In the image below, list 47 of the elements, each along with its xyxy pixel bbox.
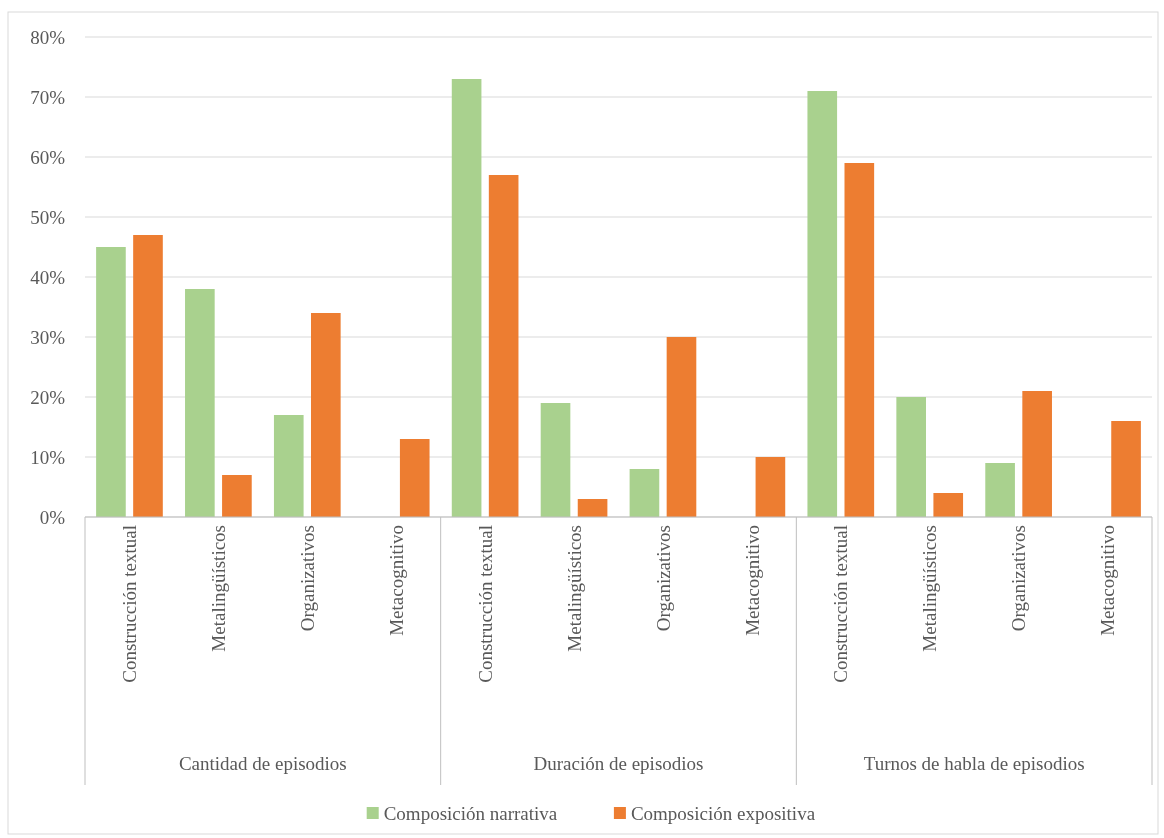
bar: [985, 463, 1015, 517]
x-tick-label: Metacognitivo: [1097, 525, 1119, 636]
bar: [755, 457, 786, 517]
x-tick-label: Metacognitivo: [741, 525, 763, 636]
x-tick-label: Organizativos: [296, 525, 318, 632]
x-tick-label: Metacognitivo: [385, 525, 407, 636]
bar: [540, 403, 571, 517]
y-tick-label: 50%: [30, 206, 66, 228]
bar: [807, 91, 838, 517]
x-tick-label: Metalingüísticos: [563, 525, 585, 652]
bar: [311, 313, 341, 517]
bar: [629, 469, 660, 517]
x-tick-label: Organizativos: [1008, 525, 1030, 632]
bar: [399, 439, 430, 517]
bar: [933, 493, 964, 517]
legend-label: Composición narrativa: [383, 802, 558, 824]
y-tick-label: 30%: [30, 326, 66, 348]
legend-label: Composición expositiva: [630, 802, 816, 824]
bar: [222, 475, 252, 517]
y-tick-label: 10%: [30, 446, 66, 468]
y-tick-label: 0%: [39, 506, 66, 528]
bar: [896, 397, 926, 517]
bar: [1111, 421, 1141, 517]
y-tick-label: 20%: [30, 386, 66, 408]
y-tick-label: 60%: [30, 146, 66, 168]
y-tick-label: 40%: [30, 266, 66, 288]
y-tick-label: 80%: [30, 26, 66, 48]
bar: [273, 415, 304, 517]
x-tick-label: Construcción textual: [119, 525, 141, 683]
x-tick-label: Construcción textual: [474, 525, 496, 683]
text: Duración de episodios: [533, 753, 704, 774]
bar: [577, 499, 608, 517]
bar: [1022, 391, 1052, 517]
y-tick-label: 70%: [30, 86, 66, 108]
bar: [451, 79, 482, 517]
x-tick-label: Construcción textual: [830, 525, 852, 683]
x-tick-label: Metalingüísticos: [919, 525, 941, 652]
x-tick-label: Metalingüísticos: [208, 525, 230, 652]
x-tick-label: Organizativos: [652, 525, 674, 632]
bar: [666, 337, 697, 517]
bar: [488, 175, 519, 517]
bar: [844, 163, 875, 517]
text: Cantidad de episodios: [178, 753, 347, 774]
bar: [133, 235, 163, 517]
bar: [96, 247, 126, 517]
text: Turnos de habla de episodios: [863, 753, 1085, 774]
bar: [185, 289, 215, 517]
